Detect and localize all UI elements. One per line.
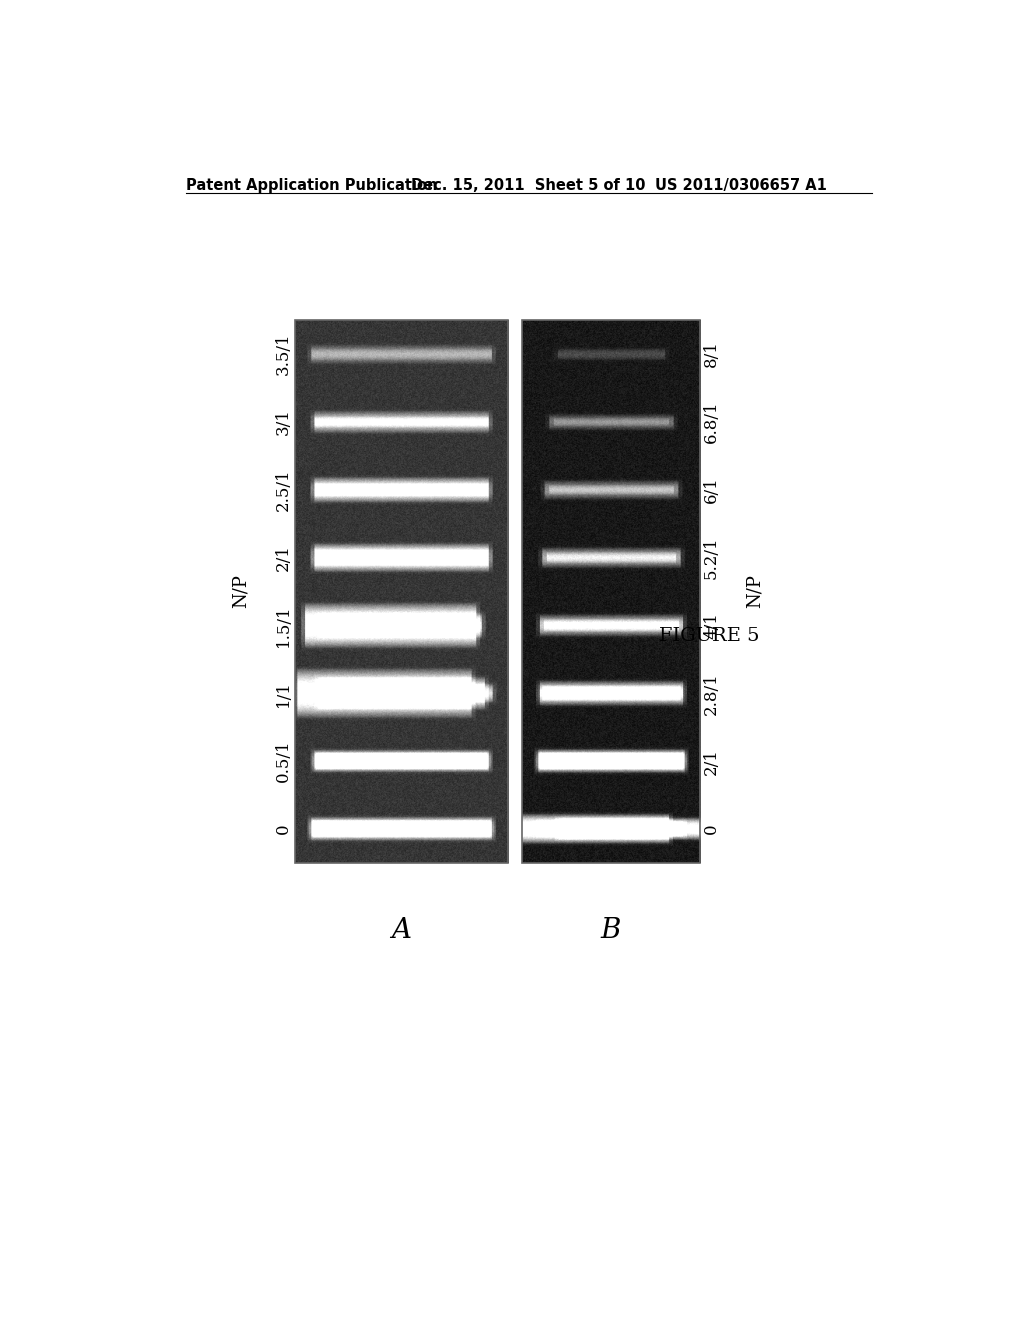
Text: Patent Application Publication: Patent Application Publication <box>186 178 437 193</box>
Text: 2.8/1: 2.8/1 <box>703 672 720 714</box>
Bar <box>295 321 508 863</box>
Text: 2/1: 2/1 <box>274 544 292 572</box>
Text: FIGURE 5: FIGURE 5 <box>659 627 760 644</box>
Text: US 2011/0306657 A1: US 2011/0306657 A1 <box>655 178 826 193</box>
Text: 4/1: 4/1 <box>703 612 720 639</box>
Text: 1.5/1: 1.5/1 <box>274 605 292 647</box>
Text: B: B <box>601 917 621 944</box>
Text: 6/1: 6/1 <box>703 477 720 503</box>
Text: A: A <box>391 917 412 944</box>
Text: Dec. 15, 2011  Sheet 5 of 10: Dec. 15, 2011 Sheet 5 of 10 <box>411 178 645 193</box>
Text: N/P: N/P <box>231 574 250 609</box>
Text: 8/1: 8/1 <box>703 341 720 367</box>
Text: 0: 0 <box>703 824 720 834</box>
Text: 3/1: 3/1 <box>274 408 292 436</box>
Text: 0: 0 <box>274 824 292 834</box>
Text: N/P: N/P <box>745 574 763 609</box>
Text: 5.2/1: 5.2/1 <box>703 536 720 579</box>
Text: 0.5/1: 0.5/1 <box>274 739 292 783</box>
Text: 2.5/1: 2.5/1 <box>274 469 292 511</box>
Text: 6.8/1: 6.8/1 <box>703 400 720 444</box>
Text: 1/1: 1/1 <box>274 680 292 706</box>
Bar <box>521 321 700 863</box>
Text: 3.5/1: 3.5/1 <box>274 333 292 375</box>
Text: 2/1: 2/1 <box>703 747 720 775</box>
